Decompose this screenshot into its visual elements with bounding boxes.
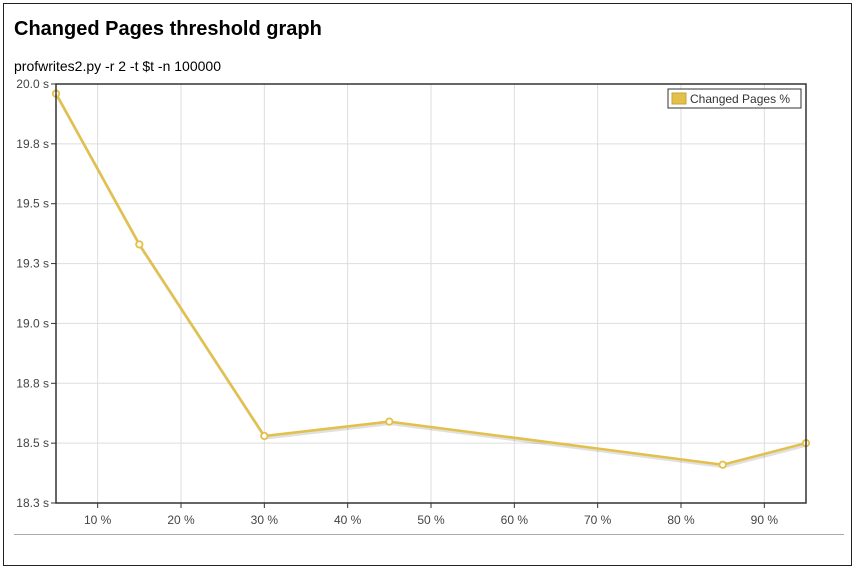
series-layer xyxy=(51,89,811,469)
series-line-shadow xyxy=(55,94,808,469)
x-tick-label: 50 % xyxy=(417,513,445,527)
page-subtitle: profwrites2.py -r 2 -t $t -n 100000 xyxy=(14,58,221,74)
x-tick-label: 90 % xyxy=(751,513,779,527)
data-point xyxy=(385,417,394,426)
x-tick-label: 80 % xyxy=(667,513,695,527)
y-tick-label: 20.0 s xyxy=(16,77,49,91)
legend-box xyxy=(667,88,802,109)
legend: Changed Pages % xyxy=(667,88,802,109)
x-axis-ticks: 10 % 20 % 30 % 40 % 50 % 60 % 70 % 80 % 90 % xyxy=(84,503,778,527)
legend-label: Changed Pages % xyxy=(690,92,790,106)
data-point xyxy=(718,460,727,469)
y-tick-label: 19.8 s xyxy=(16,137,49,151)
y-tick-label: 18.3 s xyxy=(16,496,49,510)
x-tick-label: 70 % xyxy=(584,513,612,527)
x-tick-label: 30 % xyxy=(251,513,279,527)
y-tick-label: 18.8 s xyxy=(16,376,49,390)
plot-border xyxy=(55,83,807,504)
page-title: Changed Pages threshold graph xyxy=(14,18,322,40)
footer-divider xyxy=(14,534,844,535)
x-tick-label: 20 % xyxy=(167,513,195,527)
data-point xyxy=(260,431,269,441)
x-tick-label: 60 % xyxy=(501,513,529,527)
data-point xyxy=(135,240,144,249)
x-tick-label: 10 % xyxy=(84,513,112,527)
y-tick-label: 19.0 s xyxy=(16,316,49,330)
grid xyxy=(56,83,806,504)
y-tick-label: 19.5 s xyxy=(16,197,49,211)
series-line xyxy=(54,92,807,466)
legend-swatch xyxy=(671,92,687,105)
y-axis-ticks: 18.3 s 18.5 s 18.8 s 19.0 s 19.3 s 19.5 s 19.8… xyxy=(16,77,56,510)
x-tick-label: 40 % xyxy=(334,513,362,527)
y-tick-label: 19.3 s xyxy=(16,257,49,271)
y-tick-label: 18.5 s xyxy=(16,436,49,450)
